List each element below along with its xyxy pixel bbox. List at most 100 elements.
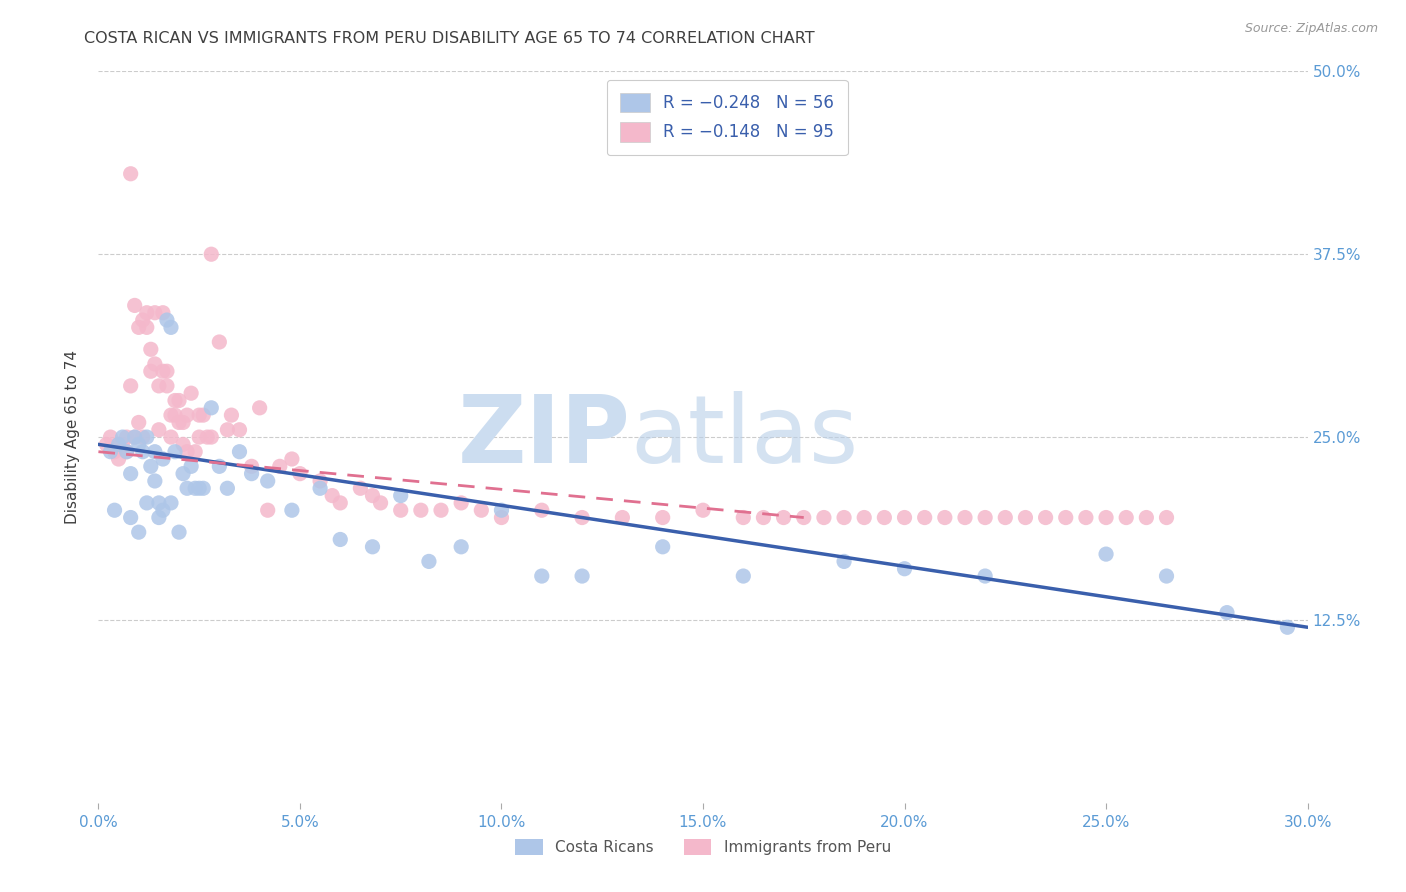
Point (143, 357, 166, 371)
Point (143, 306, 166, 320)
Point (139, 364, 162, 378)
Point (974, 510, 997, 524)
Point (772, 510, 794, 524)
Point (651, 540, 673, 554)
Point (115, 444, 138, 458)
Point (132, 444, 155, 458)
Point (148, 496, 170, 510)
Point (256, 474, 278, 488)
Point (853, 510, 876, 524)
Text: ZIP: ZIP (457, 391, 630, 483)
Legend: Costa Ricans, Immigrants from Peru: Costa Ricans, Immigrants from Peru (509, 833, 897, 861)
Point (193, 408, 215, 422)
Point (120, 379, 142, 393)
Point (1156, 510, 1178, 524)
Y-axis label: Disability Age 65 to 74: Disability Age 65 to 74 (65, 350, 80, 524)
Point (994, 510, 1017, 524)
Point (176, 408, 198, 422)
Point (172, 416, 194, 430)
Point (450, 540, 472, 554)
Point (974, 569, 997, 583)
Point (132, 313, 155, 327)
Point (124, 430, 146, 444)
Point (612, 510, 634, 524)
Point (139, 343, 162, 357)
Point (111, 430, 134, 444)
Point (793, 510, 815, 524)
Point (329, 496, 352, 510)
Point (184, 481, 207, 495)
Point (128, 437, 150, 451)
Point (329, 533, 352, 547)
Point (172, 467, 194, 481)
Point (571, 569, 593, 583)
Point (1014, 510, 1036, 524)
Point (167, 525, 190, 540)
Point (389, 489, 412, 503)
Point (1135, 510, 1157, 524)
Point (107, 452, 129, 467)
Point (269, 459, 291, 474)
Point (156, 379, 179, 393)
Text: COSTA RICAN VS IMMIGRANTS FROM PERU DISABILITY AGE 65 TO 74 CORRELATION CHART: COSTA RICAN VS IMMIGRANTS FROM PERU DISA… (84, 31, 815, 46)
Point (1277, 620, 1299, 634)
Point (1115, 510, 1137, 524)
Point (256, 503, 278, 517)
Point (111, 437, 134, 451)
Point (176, 444, 198, 458)
Point (135, 306, 157, 320)
Point (309, 481, 332, 495)
Point (530, 503, 553, 517)
Point (217, 481, 239, 495)
Point (120, 510, 142, 524)
Point (1035, 510, 1057, 524)
Point (160, 320, 183, 334)
Point (240, 467, 263, 481)
Point (200, 430, 222, 444)
Point (167, 416, 190, 430)
Point (120, 167, 142, 181)
Point (228, 444, 250, 458)
Point (1095, 510, 1118, 524)
Point (156, 364, 179, 378)
Point (135, 496, 157, 510)
Point (208, 459, 231, 474)
Point (249, 401, 271, 415)
Point (1054, 510, 1077, 524)
Point (228, 423, 250, 437)
Point (167, 393, 190, 408)
Point (953, 510, 976, 524)
Point (156, 313, 179, 327)
Point (160, 496, 183, 510)
Point (200, 401, 222, 415)
Point (128, 416, 150, 430)
Point (152, 364, 174, 378)
Point (172, 437, 194, 451)
Point (124, 430, 146, 444)
Point (120, 467, 142, 481)
Point (733, 569, 755, 583)
Point (96, 437, 118, 451)
Point (288, 467, 311, 481)
Point (124, 298, 146, 312)
Point (100, 444, 122, 458)
Point (176, 481, 198, 495)
Point (132, 430, 155, 444)
Point (361, 540, 384, 554)
Point (200, 247, 222, 261)
Point (873, 510, 896, 524)
Point (893, 510, 915, 524)
Point (893, 562, 915, 576)
Point (321, 489, 343, 503)
Point (160, 408, 183, 422)
Point (148, 379, 170, 393)
Point (188, 481, 211, 495)
Point (163, 393, 186, 408)
Point (217, 423, 239, 437)
Point (491, 510, 513, 524)
Point (128, 320, 150, 334)
Point (370, 496, 392, 510)
Point (139, 459, 162, 474)
Point (571, 510, 593, 524)
Point (491, 503, 513, 517)
